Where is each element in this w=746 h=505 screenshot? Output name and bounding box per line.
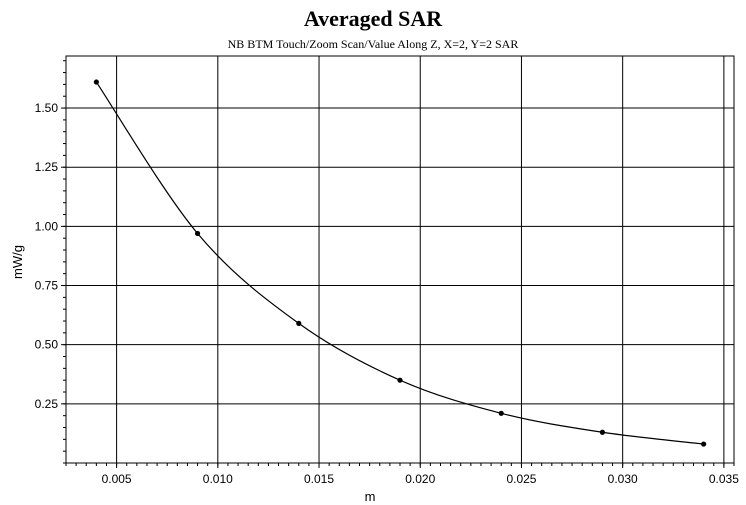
x-tick-label: 0.035 bbox=[709, 472, 739, 486]
x-tick-label: 0.010 bbox=[203, 472, 233, 486]
x-axis-label: m bbox=[365, 489, 376, 504]
data-point bbox=[93, 79, 99, 85]
y-axis-label: mW/g bbox=[10, 245, 25, 279]
data-point bbox=[194, 230, 201, 237]
y-tick-label: 0.50 bbox=[35, 338, 59, 352]
y-tick-label: 0.75 bbox=[35, 279, 59, 293]
y-tick-label: 1.50 bbox=[35, 101, 59, 115]
data-point bbox=[599, 429, 606, 435]
x-tick-label: 0.030 bbox=[608, 472, 638, 486]
data-point bbox=[397, 377, 403, 383]
chart-subtitle: NB BTM Touch/Zoom Scan/Value Along Z, X=… bbox=[227, 37, 519, 51]
chart-title: Averaged SAR bbox=[303, 6, 443, 31]
series-group bbox=[93, 79, 707, 447]
y-tick-label: 1.00 bbox=[35, 219, 59, 233]
grid-lines bbox=[66, 56, 734, 463]
data-point bbox=[498, 410, 504, 416]
y-tick-labels: 0.25 0.50 0.75 1.00 1.25 1.50 bbox=[35, 101, 59, 411]
x-tick-label: 0.025 bbox=[506, 472, 536, 486]
y-tick-label: 0.25 bbox=[35, 397, 59, 411]
x-tick-label: 0.020 bbox=[405, 472, 435, 486]
data-point bbox=[701, 441, 707, 447]
tick-marks bbox=[61, 60, 735, 468]
x-tick-label: 0.015 bbox=[304, 472, 334, 486]
x-tick-label: 0.005 bbox=[102, 472, 132, 486]
x-tick-labels: 0.005 0.010 0.015 0.020 0.025 0.030 0.035 bbox=[102, 472, 740, 486]
plot-area bbox=[65, 55, 735, 464]
data-point bbox=[296, 320, 302, 326]
y-tick-label: 1.25 bbox=[35, 160, 59, 174]
